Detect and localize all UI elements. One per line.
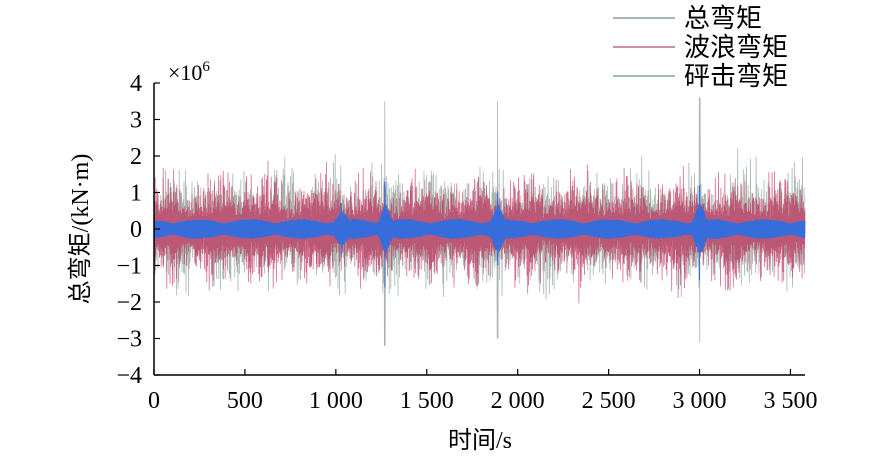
- y-multiplier: ×106: [168, 59, 210, 85]
- x-tick-label: 2 500: [582, 388, 636, 414]
- y-tick-label: 2: [130, 144, 142, 170]
- x-tick-label: 500: [227, 388, 263, 414]
- y-axis-label: 总弯矩/(kN·m): [67, 154, 94, 305]
- x-tick-label: 2 000: [491, 388, 545, 414]
- x-tick-label: 1 500: [400, 388, 454, 414]
- y-tick-label: 0: [130, 217, 142, 243]
- y-tick-label: 1: [130, 181, 142, 207]
- y-tick-label: −4: [116, 363, 142, 389]
- x-tick-label: 3 500: [763, 388, 817, 414]
- plot-area: [153, 97, 806, 346]
- x-axis-label: 时间/s: [448, 427, 512, 454]
- legend-label: 总弯矩: [684, 4, 762, 33]
- y-tick-label: 3: [130, 108, 142, 134]
- axes: −4 −3 −2 −1 0 1 2 3 4 0 500 1 000 1 500 2 000 2 500 3 0…: [116, 71, 817, 414]
- y-tick-label: 4: [130, 71, 142, 97]
- x-tick-label: 0: [148, 388, 160, 414]
- legend-label: 砰击弯矩: [684, 62, 788, 91]
- y-tick-label: −1: [116, 254, 142, 280]
- legend-label: 波浪弯矩: [684, 33, 788, 62]
- x-tick-label: 1 000: [309, 388, 363, 414]
- x-tick-label: 3 000: [673, 388, 727, 414]
- y-tick-label: −2: [116, 290, 142, 316]
- y-tick-label: −3: [116, 327, 142, 353]
- series-line: [153, 181, 806, 288]
